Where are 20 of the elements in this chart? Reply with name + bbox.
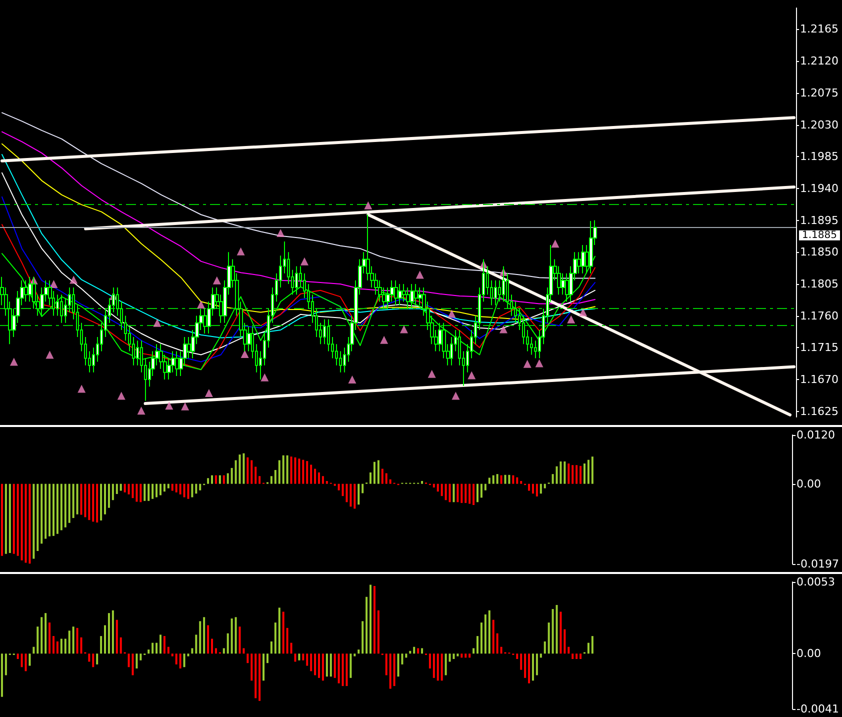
y-tick-label: 1.1895 xyxy=(800,214,838,227)
y-tick-label: 1.1760 xyxy=(800,309,838,322)
y-tick-label: 1.1625 xyxy=(800,404,838,418)
y-tick-label: 1.1670 xyxy=(800,372,838,386)
y-tick-label: 1.2075 xyxy=(800,86,838,100)
y-tick-label: 1.1985 xyxy=(800,150,838,164)
y-tick-label: 0.00 xyxy=(796,647,822,660)
y-tick-label: 1.1715 xyxy=(800,341,838,354)
y-tick-label: -0.0197 xyxy=(796,558,840,570)
ref-line-label: 1.1885 xyxy=(802,230,837,241)
y-tick-label: 0.0120 xyxy=(796,428,836,442)
y-tick-label: -0.0041 xyxy=(796,702,840,716)
y-tick-label: 1.1850 xyxy=(800,246,838,259)
y-tick-label: 0.0053 xyxy=(796,576,836,588)
y-tick-label: 1.1940 xyxy=(800,182,838,195)
y-tick-label: 1.2030 xyxy=(800,118,838,132)
y-tick-label: 1.2165 xyxy=(800,22,838,36)
y-tick-label: 0.00 xyxy=(796,477,822,490)
y-tick-label: 1.1805 xyxy=(800,277,838,290)
y-tick-label: 1.2120 xyxy=(800,54,838,68)
